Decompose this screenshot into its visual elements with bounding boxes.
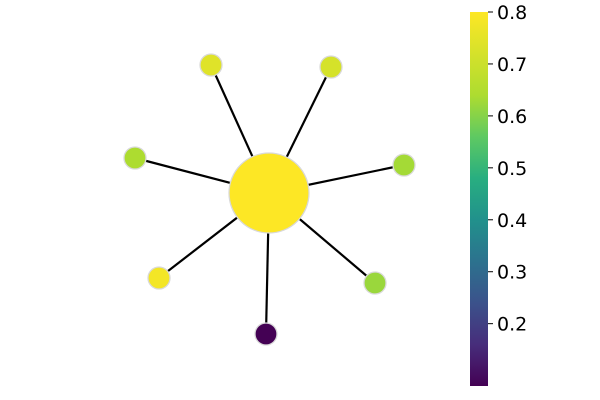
colorbar-gradient	[470, 12, 488, 386]
leaf-node-6	[147, 266, 171, 290]
leaf-node-7	[254, 322, 278, 346]
nodes	[123, 53, 416, 346]
colorbar-tick-label: 0.3	[497, 262, 527, 284]
hub-node	[228, 152, 310, 234]
colorbar: 0.8 0.7 0.6 0.5 0.4 0.3 0.2	[470, 2, 527, 386]
colorbar-tick-label: 0.4	[497, 210, 527, 232]
leaf-node-3	[123, 146, 147, 170]
colorbar-ticks: 0.8 0.7 0.6 0.5 0.4 0.3 0.2	[488, 2, 527, 336]
leaf-node-1	[199, 53, 223, 77]
colorbar-tick-label: 0.2	[497, 314, 527, 336]
colorbar-tick-label: 0.6	[497, 106, 527, 128]
network-graph	[123, 53, 416, 346]
leaf-node-5	[363, 271, 387, 295]
leaf-node-2	[319, 55, 343, 79]
colorbar-tick-label: 0.8	[497, 2, 527, 24]
colorbar-tick-label: 0.5	[497, 158, 527, 180]
colorbar-tick-label: 0.7	[497, 54, 527, 76]
leaf-node-4	[392, 153, 416, 177]
